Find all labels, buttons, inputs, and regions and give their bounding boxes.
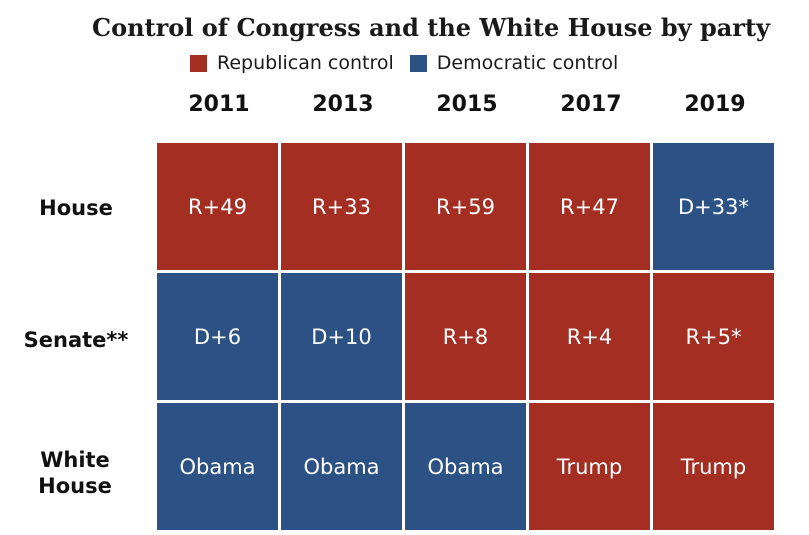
cell-senate-2011: D+6 <box>157 273 281 403</box>
year-header: 2017 <box>560 92 622 117</box>
cell-white-house-2011: Obama <box>157 403 281 533</box>
row-label-senate: Senate** <box>23 328 129 352</box>
cell-senate-2017: R+4 <box>529 273 653 403</box>
cell-white-house-2013: Obama <box>281 403 405 533</box>
year-header: 2011 <box>188 92 250 117</box>
year-header: 2013 <box>312 92 374 117</box>
cell-senate-2015: R+8 <box>405 273 529 403</box>
cell-senate-2019: R+5* <box>653 273 777 403</box>
cell-white-house-2017: Trump <box>529 403 653 533</box>
cell-house-2011: R+49 <box>157 143 281 273</box>
year-header: 2015 <box>436 92 498 117</box>
legend: Republican control Democratic control <box>190 50 618 76</box>
cell-house-2013: R+33 <box>281 143 405 273</box>
democratic-swatch-icon <box>409 54 427 72</box>
chart-title: Control of Congress and the White House … <box>92 13 770 42</box>
cell-senate-2013: D+10 <box>281 273 405 403</box>
year-header: 2019 <box>684 92 746 117</box>
cell-house-2017: R+47 <box>529 143 653 273</box>
legend-label-democratic: Democratic control <box>436 52 619 74</box>
cell-house-2019: D+33* <box>653 143 777 273</box>
row-label-white-house: White House <box>38 448 112 499</box>
row-label-house: House <box>39 196 113 220</box>
legend-label-republican: Republican control <box>217 52 394 74</box>
republican-swatch-icon <box>190 54 207 72</box>
legend-item-democratic: Democratic control <box>409 52 619 74</box>
cell-white-house-2019: Trump <box>653 403 777 533</box>
legend-item-republican: Republican control <box>190 52 394 74</box>
cell-house-2015: R+59 <box>405 143 529 273</box>
cell-white-house-2015: Obama <box>405 403 529 533</box>
